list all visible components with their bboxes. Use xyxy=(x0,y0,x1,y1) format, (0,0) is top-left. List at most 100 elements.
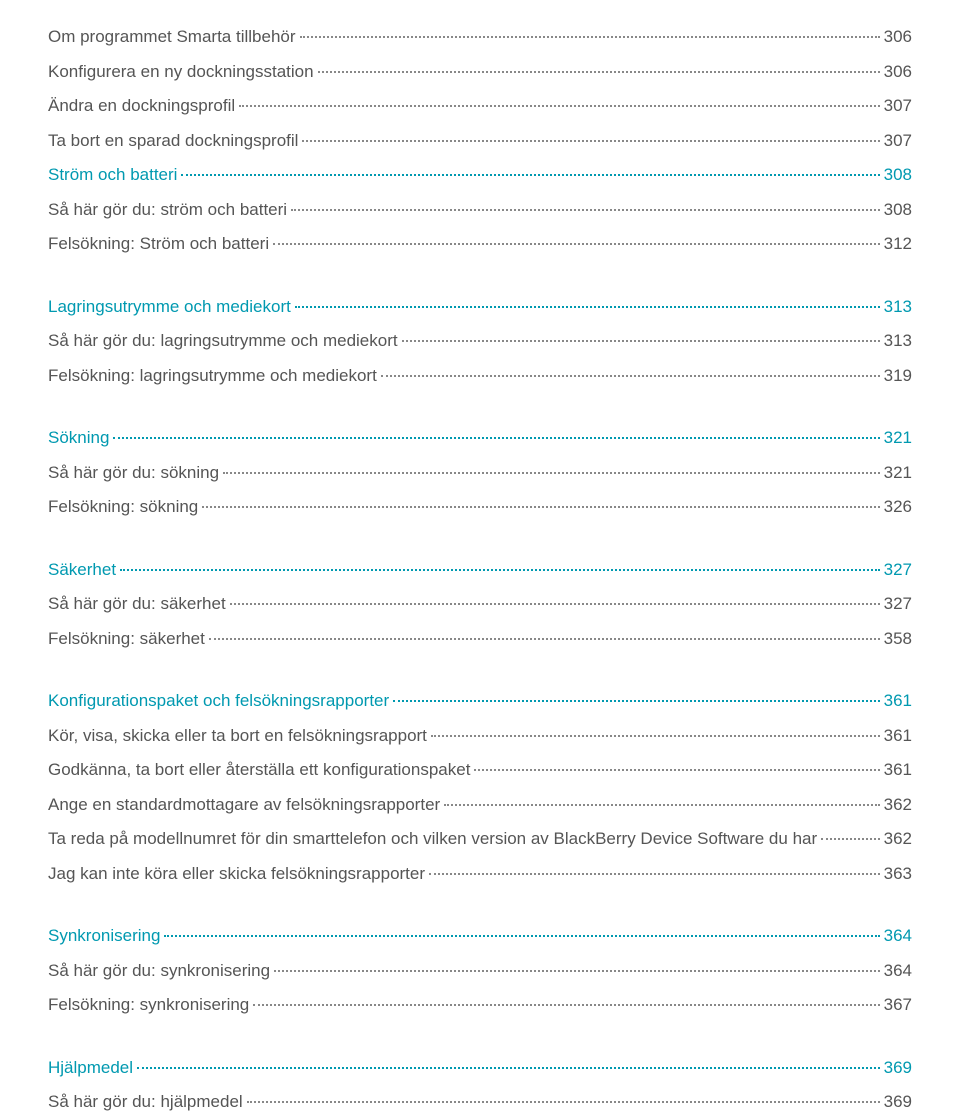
toc-label: Kör, visa, skicka eller ta bort en felsö… xyxy=(48,723,427,749)
toc-leader-dots xyxy=(474,769,879,771)
toc-leader-dots xyxy=(223,472,880,474)
toc-entry[interactable]: Jag kan inte köra eller skicka felsöknin… xyxy=(48,861,912,887)
toc-leader-dots xyxy=(302,140,879,142)
toc-leader-dots xyxy=(431,735,880,737)
toc-label: Lagringsutrymme och mediekort xyxy=(48,294,291,320)
toc-leader-dots xyxy=(273,243,880,245)
toc-page-number: 306 xyxy=(884,59,912,85)
toc-leader-dots xyxy=(164,935,879,937)
toc-entry[interactable]: Ta bort en sparad dockningsprofil307 xyxy=(48,128,912,154)
toc-entry[interactable]: Så här gör du: ström och batteri 308 xyxy=(48,197,912,223)
toc-heading[interactable]: Sökning321 xyxy=(48,425,912,451)
toc-label: Så här gör du: lagringsutrymme och medie… xyxy=(48,328,398,354)
toc-label: Ange en standardmottagare av felsöknings… xyxy=(48,792,440,818)
toc-label: Så här gör du: sökning xyxy=(48,460,219,486)
toc-entry[interactable]: Så här gör du: säkerhet 327 xyxy=(48,591,912,617)
toc-page-number: 308 xyxy=(884,197,912,223)
toc-leader-dots xyxy=(239,105,880,107)
toc-entry[interactable]: Så här gör du: synkronisering 364 xyxy=(48,958,912,984)
toc-page-number: 326 xyxy=(884,494,912,520)
toc-leader-dots xyxy=(181,174,879,176)
toc-leader-dots xyxy=(291,209,880,211)
section-spacer xyxy=(48,529,912,557)
toc-entry[interactable]: Konfigurera en ny dockningsstation 306 xyxy=(48,59,912,85)
toc-page-number: 327 xyxy=(884,591,912,617)
toc-heading[interactable]: Synkronisering 364 xyxy=(48,923,912,949)
section-spacer xyxy=(48,1027,912,1055)
section-spacer xyxy=(48,266,912,294)
toc-heading[interactable]: Säkerhet327 xyxy=(48,557,912,583)
toc-heading[interactable]: Hjälpmedel 369 xyxy=(48,1055,912,1081)
toc-leader-dots xyxy=(318,71,880,73)
toc-leader-dots xyxy=(274,970,880,972)
toc-leader-dots xyxy=(821,838,879,840)
toc-leader-dots xyxy=(120,569,880,571)
toc-leader-dots xyxy=(247,1101,880,1103)
toc-entry[interactable]: Ändra en dockningsprofil 307 xyxy=(48,93,912,119)
toc-label: Så här gör du: hjälpmedel xyxy=(48,1089,243,1115)
toc-label: Jag kan inte köra eller skicka felsöknin… xyxy=(48,861,425,887)
toc-entry[interactable]: Om programmet Smarta tillbehör 306 xyxy=(48,24,912,50)
toc-label: Så här gör du: ström och batteri xyxy=(48,197,287,223)
toc-label: Felsökning: synkronisering xyxy=(48,992,249,1018)
toc-entry[interactable]: Felsökning: lagringsutrymme och mediekor… xyxy=(48,363,912,389)
toc-page-number: 308 xyxy=(884,162,912,188)
toc-entry[interactable]: Godkänna, ta bort eller återställa ett k… xyxy=(48,757,912,783)
toc-entry[interactable]: Felsökning: sökning326 xyxy=(48,494,912,520)
toc-heading[interactable]: Lagringsutrymme och mediekort313 xyxy=(48,294,912,320)
toc-entry[interactable]: Ta reda på modellnumret för din smarttel… xyxy=(48,826,912,852)
toc-label: Säkerhet xyxy=(48,557,116,583)
toc-leader-dots xyxy=(230,603,880,605)
toc-label: Synkronisering xyxy=(48,923,160,949)
section-spacer xyxy=(48,895,912,923)
toc-page-number: 369 xyxy=(884,1055,912,1081)
toc-entry[interactable]: Så här gör du: hjälpmedel 369 xyxy=(48,1089,912,1115)
toc-label: Om programmet Smarta tillbehör xyxy=(48,24,296,50)
toc-leader-dots xyxy=(444,804,879,806)
toc-leader-dots xyxy=(209,638,880,640)
toc-page-number: 362 xyxy=(884,792,912,818)
toc-entry[interactable]: Felsökning: synkronisering 367 xyxy=(48,992,912,1018)
toc-label: Ta reda på modellnumret för din smarttel… xyxy=(48,826,817,852)
toc-page-number: 321 xyxy=(884,425,912,451)
toc-label: Konfigurationspaket och felsökningsrappo… xyxy=(48,688,389,714)
toc-page-number: 313 xyxy=(884,328,912,354)
section-spacer xyxy=(48,397,912,425)
toc-entry[interactable]: Så här gör du: lagringsutrymme och medie… xyxy=(48,328,912,354)
toc-page-number: 364 xyxy=(884,923,912,949)
toc-entry[interactable]: Felsökning: säkerhet 358 xyxy=(48,626,912,652)
toc-entry[interactable]: Så här gör du: sökning321 xyxy=(48,460,912,486)
toc-label: Konfigurera en ny dockningsstation xyxy=(48,59,314,85)
toc-label: Så här gör du: synkronisering xyxy=(48,958,270,984)
toc-page-number: 361 xyxy=(884,723,912,749)
toc-entry[interactable]: Felsökning: Ström och batteri312 xyxy=(48,231,912,257)
toc-page-number: 306 xyxy=(884,24,912,50)
toc-leader-dots xyxy=(381,375,880,377)
toc-page-number: 364 xyxy=(884,958,912,984)
toc-leader-dots xyxy=(202,506,879,508)
toc-label: Hjälpmedel xyxy=(48,1055,133,1081)
toc-leader-dots xyxy=(295,306,880,308)
toc-page-number: 319 xyxy=(884,363,912,389)
toc-label: Ändra en dockningsprofil xyxy=(48,93,235,119)
toc-entry[interactable]: Ange en standardmottagare av felsöknings… xyxy=(48,792,912,818)
toc-label: Ström och batteri xyxy=(48,162,177,188)
toc-page-number: 361 xyxy=(884,757,912,783)
toc-leader-dots xyxy=(300,36,880,38)
toc-page-number: 361 xyxy=(884,688,912,714)
toc-leader-dots xyxy=(137,1067,880,1069)
toc-heading[interactable]: Ström och batteri 308 xyxy=(48,162,912,188)
toc-page-number: 367 xyxy=(884,992,912,1018)
toc-page-number: 369 xyxy=(884,1089,912,1115)
toc-label: Felsökning: säkerhet xyxy=(48,626,205,652)
toc-page-number: 307 xyxy=(884,93,912,119)
toc-page-number: 312 xyxy=(884,231,912,257)
toc-heading[interactable]: Konfigurationspaket och felsökningsrappo… xyxy=(48,688,912,714)
toc-page-number: 363 xyxy=(884,861,912,887)
toc-label: Godkänna, ta bort eller återställa ett k… xyxy=(48,757,470,783)
toc-page-number: 307 xyxy=(884,128,912,154)
toc-label: Så här gör du: säkerhet xyxy=(48,591,226,617)
toc-entry[interactable]: Kör, visa, skicka eller ta bort en felsö… xyxy=(48,723,912,749)
toc-leader-dots xyxy=(402,340,880,342)
toc-page-number: 358 xyxy=(884,626,912,652)
